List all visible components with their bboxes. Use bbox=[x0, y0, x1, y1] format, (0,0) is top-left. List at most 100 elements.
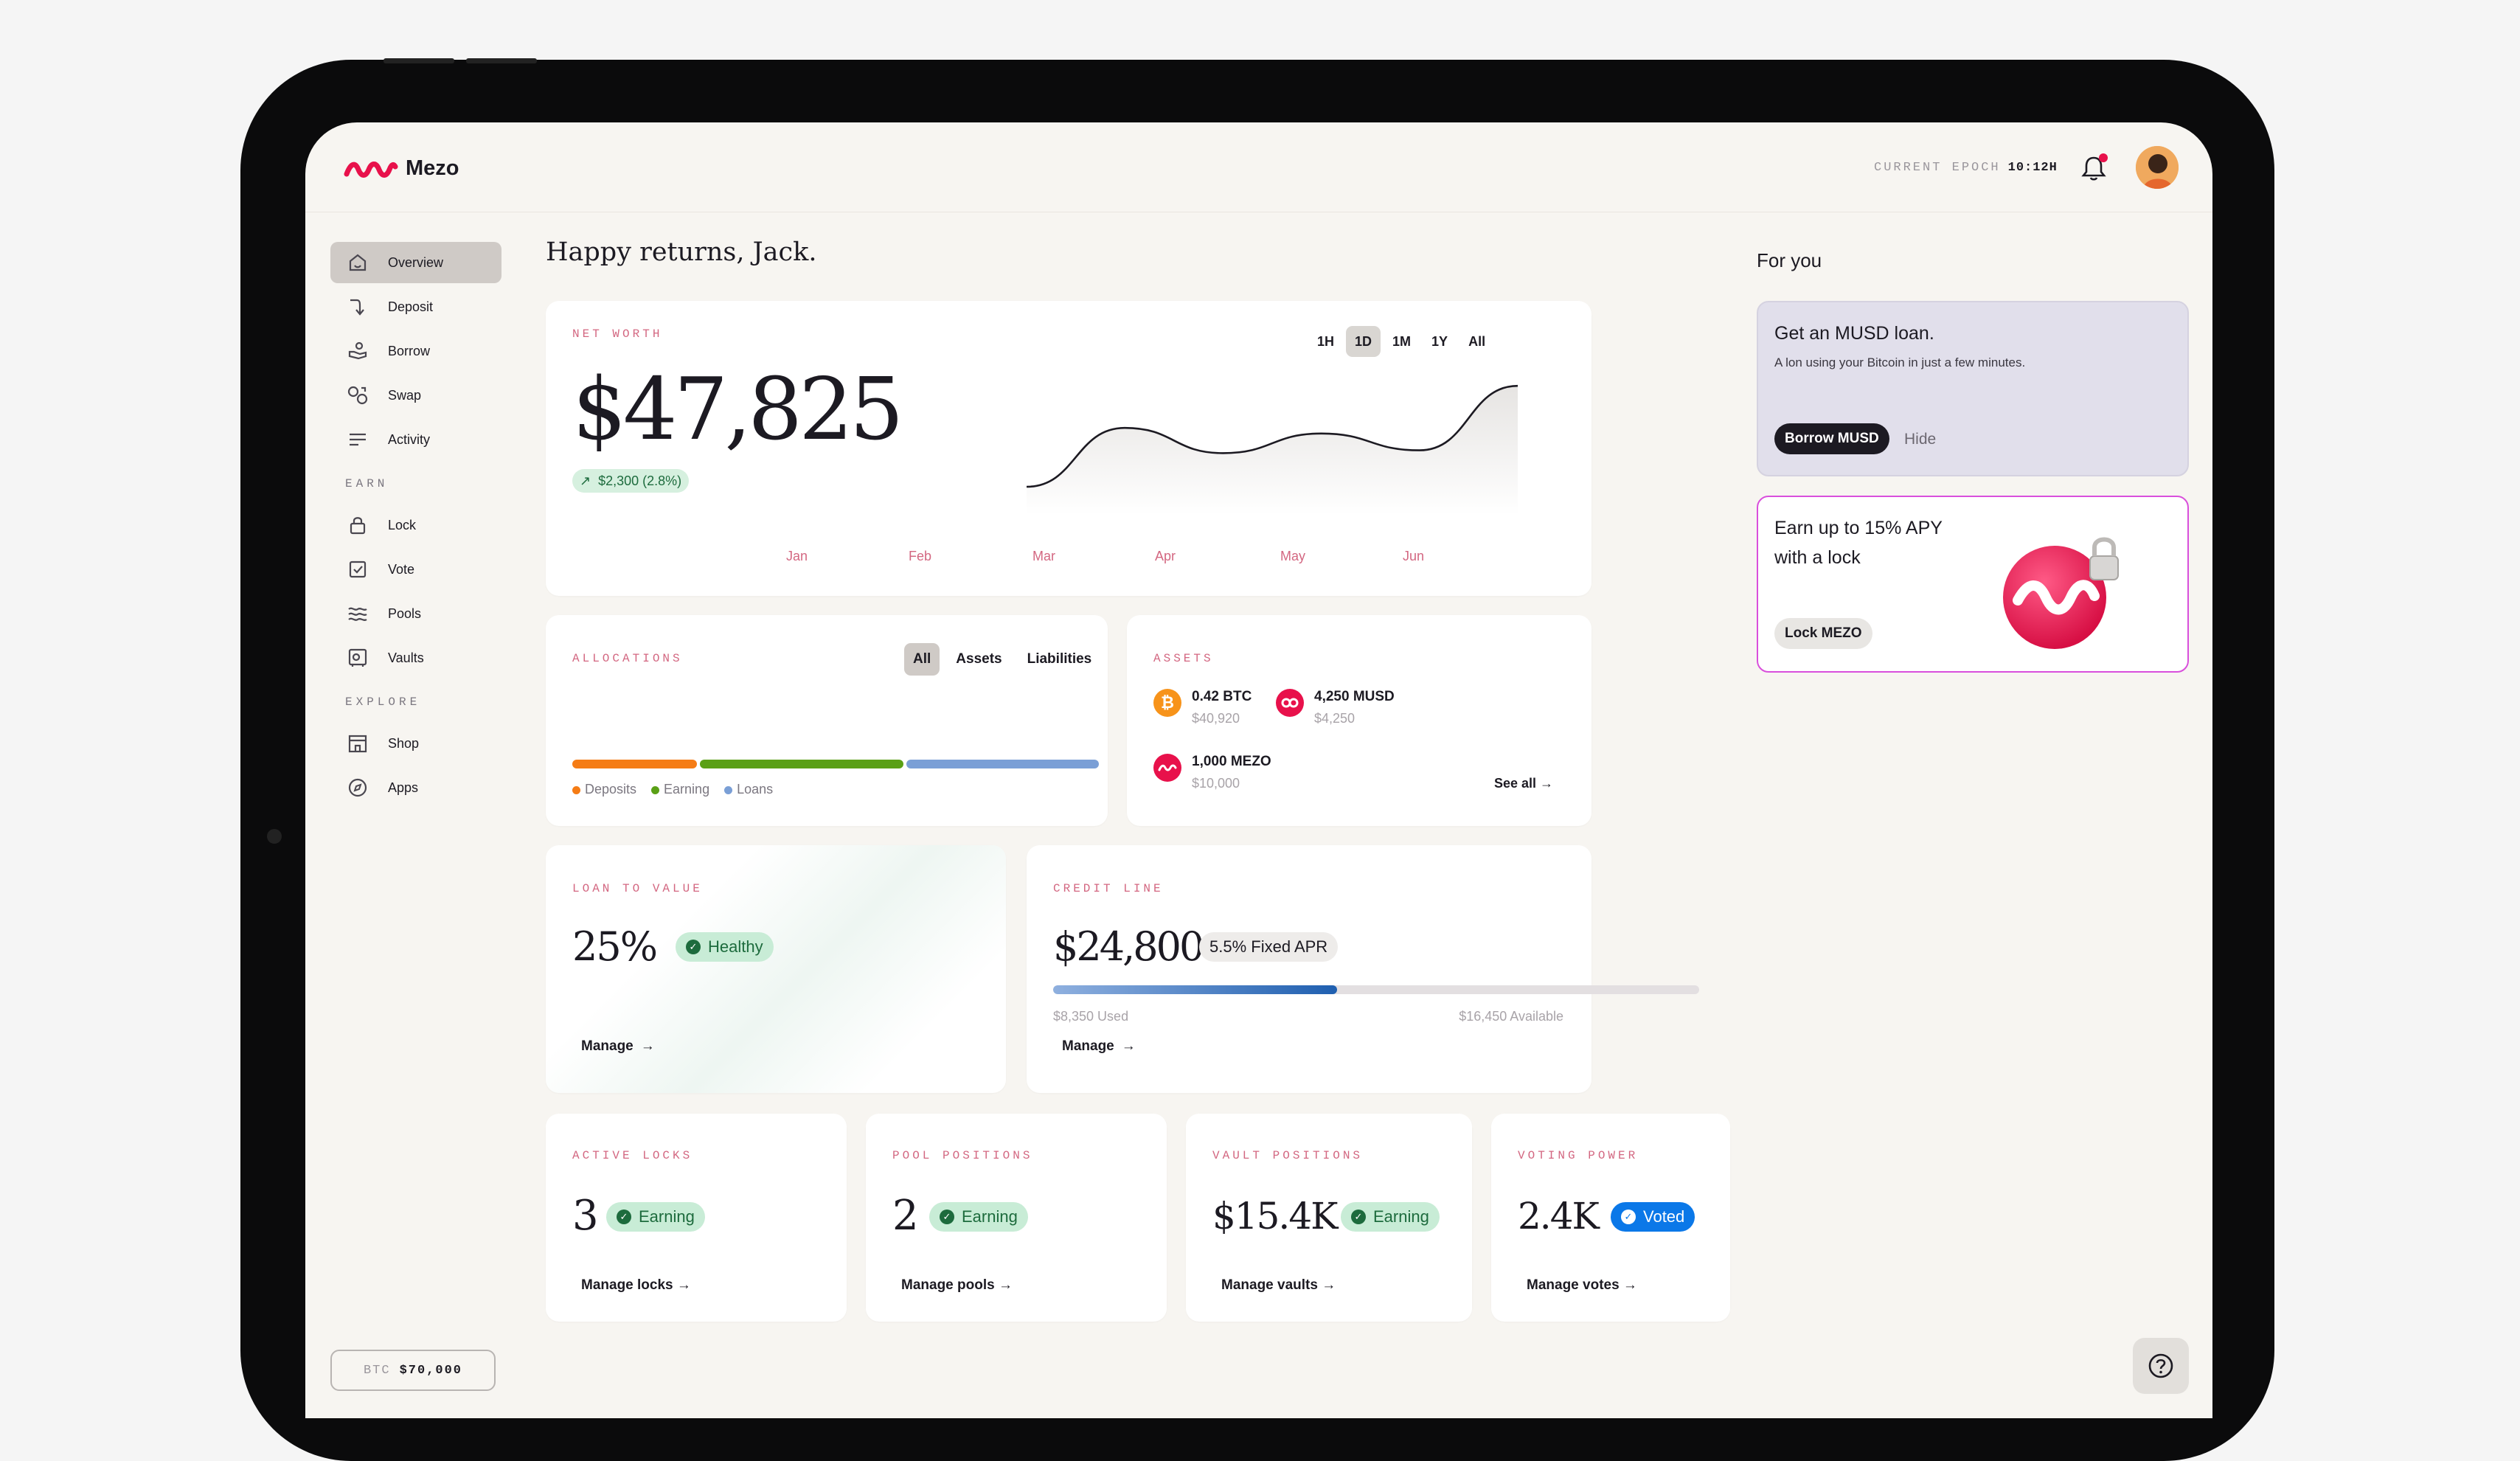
lock-mezo-button[interactable]: Lock MEZO bbox=[1774, 618, 1872, 649]
legend-loans: Loans bbox=[724, 782, 773, 797]
musd-loan-promo: Get an MUSD loan. A lon using your Bitco… bbox=[1757, 301, 2189, 476]
vault-positions-card: VAULT POSITIONS $15.4K ✓ Earning Manage v… bbox=[1186, 1114, 1472, 1322]
tab-all[interactable]: All bbox=[904, 643, 940, 676]
asset-amount: 4,250 MUSD bbox=[1314, 689, 1395, 704]
allocation-bar bbox=[572, 760, 1099, 768]
hide-button[interactable]: Hide bbox=[1904, 431, 1937, 448]
camera bbox=[267, 829, 282, 844]
credit-manage-link[interactable]: Manage → bbox=[1062, 1038, 1136, 1054]
sidebar-item-overview[interactable]: Overview bbox=[330, 242, 501, 283]
sidebar-item-pools[interactable]: Pools bbox=[330, 593, 501, 634]
btc-price-ticker[interactable]: BTC $70,000 bbox=[330, 1350, 496, 1391]
sidebar-item-deposit[interactable]: Deposit bbox=[330, 286, 501, 327]
tab-assets[interactable]: Assets bbox=[956, 651, 1002, 667]
sidebar-item-borrow[interactable]: Borrow bbox=[330, 330, 501, 372]
asset-usd: $10,000 bbox=[1192, 776, 1240, 791]
sidebar-item-label: Deposit bbox=[388, 299, 434, 314]
avatar-image bbox=[2136, 146, 2179, 189]
credit-line-card: CREDIT LINE $24,800 5.5% Fixed APR $8,35… bbox=[1027, 845, 1699, 1093]
asset-amount: 0.42 BTC bbox=[1192, 689, 1252, 704]
sidebar-item-vote[interactable]: Vote bbox=[330, 549, 501, 590]
range-1h[interactable]: 1H bbox=[1317, 334, 1335, 349]
net-worth-label: NET WORTH bbox=[572, 327, 663, 341]
compass-icon bbox=[348, 778, 367, 797]
asset-usd: $4,250 bbox=[1314, 711, 1356, 726]
sidebar-item-label: Vote bbox=[388, 561, 415, 577]
sidebar-item-swap[interactable]: Swap bbox=[330, 375, 501, 416]
sidebar-item-lock[interactable]: Lock bbox=[330, 504, 501, 546]
manage-votes-link[interactable]: Manage votes → bbox=[1527, 1277, 1637, 1293]
tab-liabilities[interactable]: Liabilities bbox=[1027, 651, 1092, 667]
btc-label: BTC bbox=[363, 1363, 391, 1378]
stat-label: VOTING POWER bbox=[1518, 1149, 1639, 1162]
stat-value: 3 bbox=[572, 1192, 599, 1240]
sidebar-item-apps[interactable]: Apps bbox=[330, 767, 501, 808]
check-icon: ✓ bbox=[1351, 1210, 1366, 1224]
sidebar-item-activity[interactable]: Activity bbox=[330, 419, 501, 460]
borrow-musd-button[interactable]: Borrow MUSD bbox=[1774, 423, 1889, 454]
notification-bell-icon[interactable] bbox=[2079, 153, 2108, 183]
mezo-logo[interactable]: Mezo bbox=[344, 156, 459, 181]
sidebar-item-label: Borrow bbox=[388, 343, 431, 358]
x-tick-label: Feb bbox=[909, 549, 932, 563]
mezo-icon bbox=[1153, 754, 1181, 782]
ltv-value: 25% bbox=[572, 923, 658, 970]
sidebar-item-label: Apps bbox=[388, 780, 419, 795]
asset-btc[interactable]: ₿ 0.42 BTC $40,920 bbox=[1153, 689, 1252, 726]
volume-button bbox=[466, 58, 537, 63]
loan-to-value-card: LOAN TO VALUE 25% ✓ Healthy Manage → bbox=[546, 845, 1006, 1093]
nav-group-earn: EARN bbox=[345, 477, 389, 490]
promo-title: Earn up to 15% APY bbox=[1774, 518, 1943, 538]
ltv-manage-link[interactable]: Manage → bbox=[581, 1038, 655, 1054]
manage-vaults-link[interactable]: Manage vaults → bbox=[1221, 1277, 1336, 1293]
allocations-label: ALLOCATIONS bbox=[572, 652, 683, 665]
top-bar: Mezo CURRENT EPOCH 10:12H bbox=[305, 122, 2212, 212]
avatar[interactable] bbox=[2136, 146, 2179, 189]
stat-label: VAULT POSITIONS bbox=[1212, 1149, 1364, 1162]
x-tick-label: Jun bbox=[1403, 549, 1425, 563]
mezo-logo-icon bbox=[344, 161, 398, 178]
credit-line-label: CREDIT LINE bbox=[1053, 882, 1164, 895]
bitcoin-icon: ₿ bbox=[1153, 689, 1181, 717]
promo-title-2: with a lock bbox=[1774, 547, 1861, 568]
epoch-value: 10:12H bbox=[2007, 161, 2058, 175]
musd-icon bbox=[1276, 689, 1304, 717]
chart-line bbox=[1026, 384, 1518, 488]
home-icon bbox=[349, 254, 367, 271]
swap-icon bbox=[347, 386, 368, 405]
sidebar: Overview Deposit Borrow Swap Activity EA… bbox=[330, 242, 501, 811]
credit-used: $8,350 Used bbox=[1053, 1009, 1129, 1024]
sidebar-item-shop[interactable]: Shop bbox=[330, 723, 501, 764]
allocations-card: ALLOCATIONS All Assets Liabilities Depos… bbox=[546, 615, 1108, 826]
app-screen: Mezo CURRENT EPOCH 10:12H Overview Deposi… bbox=[305, 122, 2212, 1418]
allocation-segment-loans bbox=[906, 760, 1099, 768]
help-button[interactable] bbox=[2133, 1338, 2189, 1394]
range-1d[interactable]: 1D bbox=[1346, 326, 1381, 357]
apr-badge: 5.5% Fixed APR bbox=[1199, 932, 1339, 962]
sidebar-item-label: Activity bbox=[388, 431, 431, 447]
nav-group-explore: EXPLORE bbox=[345, 695, 421, 709]
asset-musd[interactable]: 4,250 MUSD $4,250 bbox=[1276, 689, 1395, 726]
assets-label: ASSETS bbox=[1153, 652, 1214, 665]
arrow-up-right-icon: ↗ bbox=[580, 473, 591, 488]
lock-apy-promo: Earn up to 15% APY with a lock Lock MEZO bbox=[1757, 496, 2189, 673]
pool-positions-card: POOL POSITIONS 2 ✓ Earning Manage pools → bbox=[866, 1114, 1167, 1322]
x-tick-label: Mar bbox=[1032, 549, 1055, 563]
legend-earning: Earning bbox=[651, 782, 709, 797]
range-1y[interactable]: 1Y bbox=[1431, 334, 1448, 349]
vote-checkbox-icon bbox=[349, 561, 367, 578]
manage-pools-link[interactable]: Manage pools → bbox=[901, 1277, 1013, 1293]
range-all[interactable]: All bbox=[1468, 334, 1486, 349]
pools-waves-icon bbox=[348, 607, 367, 621]
voted-badge: ✓ Voted bbox=[1611, 1202, 1695, 1232]
manage-locks-link[interactable]: Manage locks → bbox=[581, 1277, 691, 1293]
see-all-assets-link[interactable]: See all → bbox=[1494, 776, 1554, 791]
time-range-selector: 1H 1D 1M 1Y All bbox=[1308, 326, 1494, 357]
status-badge: ✓ Healthy bbox=[676, 932, 774, 962]
asset-mezo[interactable]: 1,000 MEZO $10,000 bbox=[1153, 754, 1271, 791]
sidebar-item-vaults[interactable]: Vaults bbox=[330, 637, 501, 679]
x-tick-label: May bbox=[1280, 549, 1306, 563]
assets-card: ASSETS ₿ 0.42 BTC $40,920 4,250 MUSD $4,25… bbox=[1127, 615, 1592, 826]
stat-value: 2.4K bbox=[1518, 1195, 1600, 1238]
range-1m[interactable]: 1M bbox=[1392, 334, 1412, 349]
